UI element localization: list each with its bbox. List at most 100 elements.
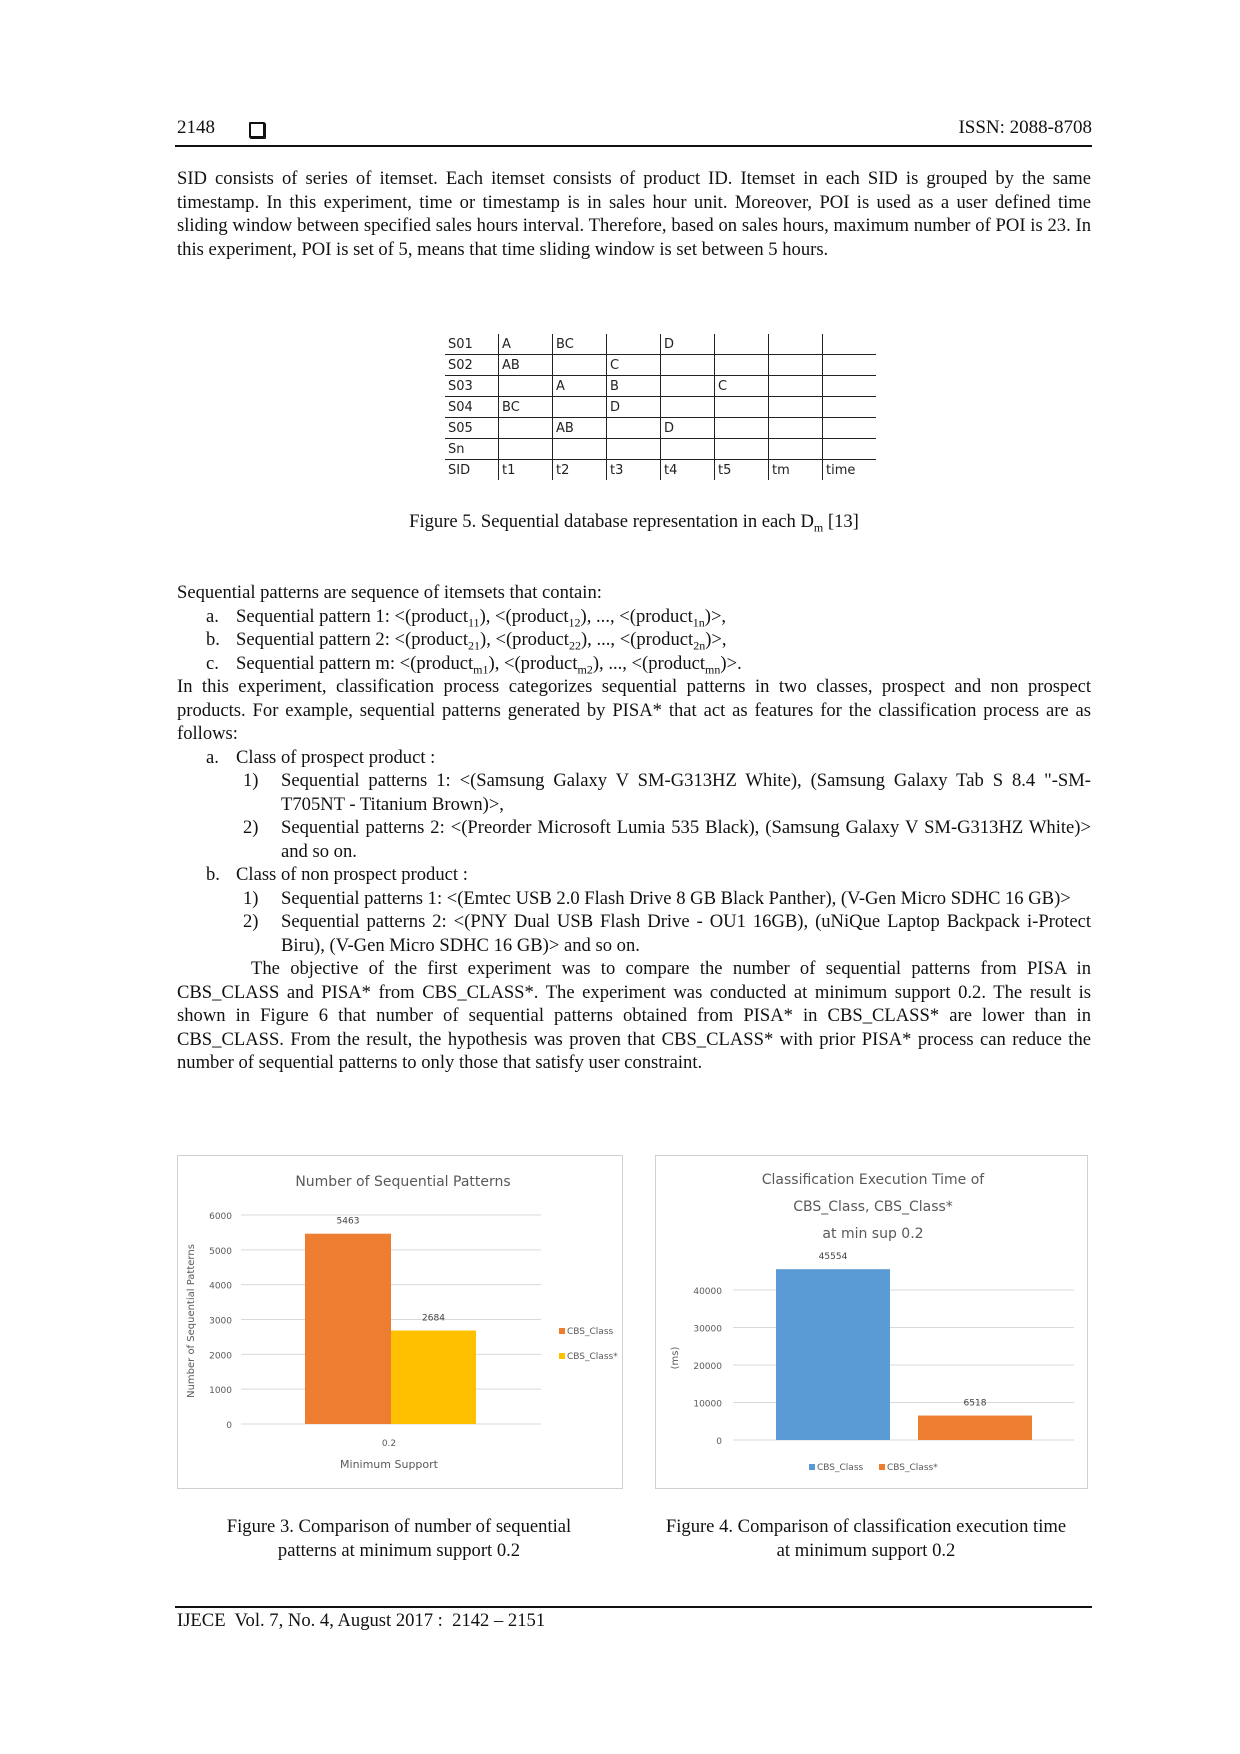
list-text: Sequential pattern 2: <(product xyxy=(236,629,468,650)
y-tick-label: 1000 xyxy=(209,1386,232,1396)
table-row: Sn xyxy=(445,438,876,460)
itemset-cell xyxy=(822,396,876,418)
itemset-cell: C xyxy=(606,354,661,376)
class-label: Class of prospect product : xyxy=(236,746,436,768)
table-row: S02 AB C xyxy=(445,354,876,376)
itemset-cell xyxy=(552,438,607,460)
itemset-cell xyxy=(606,438,661,460)
class-label: Class of non prospect product : xyxy=(236,864,468,885)
list-marker: a. xyxy=(206,746,219,768)
itemset-cell xyxy=(660,354,715,376)
sid-cell: S04 xyxy=(445,396,499,418)
itemset-cell: tm xyxy=(768,459,823,480)
figure-5-caption: Figure 5. Sequential database representa… xyxy=(177,510,1091,534)
itemset-cell xyxy=(822,375,876,397)
y-tick-label: 2000 xyxy=(209,1351,232,1361)
list-marker: 1) xyxy=(243,887,259,909)
itemset-cell xyxy=(822,354,876,376)
subscript: 21 xyxy=(468,638,480,653)
bar-cbs-class xyxy=(305,1233,391,1424)
itemset-cell xyxy=(768,334,823,355)
y-tick-label: 5000 xyxy=(209,1247,232,1257)
itemset-cell xyxy=(714,417,769,439)
y-tick-label: 0 xyxy=(226,1421,232,1431)
itemset-cell xyxy=(822,417,876,439)
subscript: m2 xyxy=(577,662,593,677)
y-axis-label: Number of Sequential Patterns xyxy=(186,1244,197,1398)
y-tick-label: 4000 xyxy=(209,1282,232,1292)
y-tick-label: 0 xyxy=(716,1437,722,1447)
list-text: )>, xyxy=(704,605,727,627)
itemset-cell: D xyxy=(660,334,715,355)
chart-sequential-patterns: 0 1000 2000 3000 4000 5000 6000 Number of Seque… xyxy=(177,1155,623,1489)
page-number: 2148 xyxy=(177,117,215,138)
caption-ref: [13] xyxy=(823,511,859,532)
itemset-cell xyxy=(660,375,715,397)
itemset-cell: t1 xyxy=(498,459,553,480)
itemset-cell xyxy=(498,417,553,439)
legend-swatch xyxy=(809,1464,815,1470)
itemset-cell xyxy=(768,354,823,376)
sid-cell: S05 xyxy=(445,417,499,439)
itemset-cell: BC xyxy=(552,334,607,355)
chart-execution-time: 0 10000 20000 30000 40000 Classification Exec… xyxy=(655,1155,1088,1489)
pattern-item: 2) Sequential patterns 2: <(PNY Dual USB … xyxy=(177,910,1091,957)
legend-label: CBS_Class xyxy=(567,1327,614,1337)
list-marker: a. xyxy=(206,605,219,627)
legend-swatch xyxy=(879,1464,885,1470)
itemset-cell: AB xyxy=(498,354,553,376)
journal-issn: ISSN: 2088-8708 xyxy=(958,117,1092,138)
y-tick-label: 6000 xyxy=(209,1212,232,1222)
subscript: mn xyxy=(705,662,721,677)
chart-title: Number of Sequential Patterns xyxy=(295,1174,510,1190)
legend-label: CBS_Class* xyxy=(887,1463,938,1473)
itemset-cell xyxy=(498,438,553,460)
itemset-cell: D xyxy=(660,417,715,439)
y-tick-label: 3000 xyxy=(209,1317,232,1327)
itemset-cell xyxy=(714,334,769,355)
figure-3-caption: Figure 3. Comparison of number of sequen… xyxy=(177,1515,621,1563)
legend-swatch xyxy=(559,1328,565,1334)
caption-line: patterns at minimum support 0.2 xyxy=(277,1540,521,1561)
y-tick-label: 20000 xyxy=(693,1362,722,1372)
itemset-cell xyxy=(768,396,823,418)
square-bullet-icon xyxy=(249,122,265,138)
data-label: 5463 xyxy=(337,1217,360,1227)
itemset-cell xyxy=(660,396,715,418)
itemset-cell xyxy=(822,334,876,355)
itemset-cell xyxy=(768,417,823,439)
itemset-cell: C xyxy=(714,375,769,397)
list-text: )>. xyxy=(720,652,742,674)
itemset-cell xyxy=(714,438,769,460)
list-text: )>, xyxy=(705,629,727,650)
caption-line: Figure 3. Comparison of number of sequen… xyxy=(226,1516,572,1537)
subscript: 11 xyxy=(468,615,480,630)
seq-intro: Sequential patterns are sequence of item… xyxy=(177,582,602,603)
x-tick-label: 0.2 xyxy=(382,1439,396,1449)
legend-label: CBS_Class* xyxy=(567,1352,618,1362)
list-text: ), <(product xyxy=(479,605,569,627)
itemset-cell: t4 xyxy=(660,459,715,480)
chart-title: Classification Execution Time of xyxy=(762,1172,986,1188)
sid-cell: S02 xyxy=(445,354,499,376)
itemset-cell xyxy=(822,438,876,460)
list-text: Sequential pattern 1: <(product xyxy=(236,605,468,627)
itemset-cell: t2 xyxy=(552,459,607,480)
sid-cell: Sn xyxy=(445,438,499,460)
itemset-cell: time xyxy=(822,459,876,480)
class-item: a. Class of prospect product : xyxy=(177,746,1091,770)
x-axis-label: Minimum Support xyxy=(340,1458,439,1471)
table-row: S03 A B C xyxy=(445,375,876,397)
list-item: c. Sequential pattern m: <(productm1), <(… xyxy=(177,652,1091,676)
chart-svg: 0 10000 20000 30000 40000 Classification Exec… xyxy=(670,1172,1074,1473)
sid-cell: S03 xyxy=(445,375,499,397)
list-text: ), ..., <(product xyxy=(580,605,693,627)
sid-cell: S01 xyxy=(445,334,499,355)
itemset-cell xyxy=(714,354,769,376)
list-text: ), <(product xyxy=(488,652,578,674)
itemset-cell xyxy=(768,375,823,397)
list-text: Sequential pattern m: <(product xyxy=(236,652,474,674)
data-label: 2684 xyxy=(422,1314,445,1324)
table-row: SID t1 t2 t3 t4 t5 tm time xyxy=(445,459,876,480)
subscript: 22 xyxy=(568,638,581,653)
